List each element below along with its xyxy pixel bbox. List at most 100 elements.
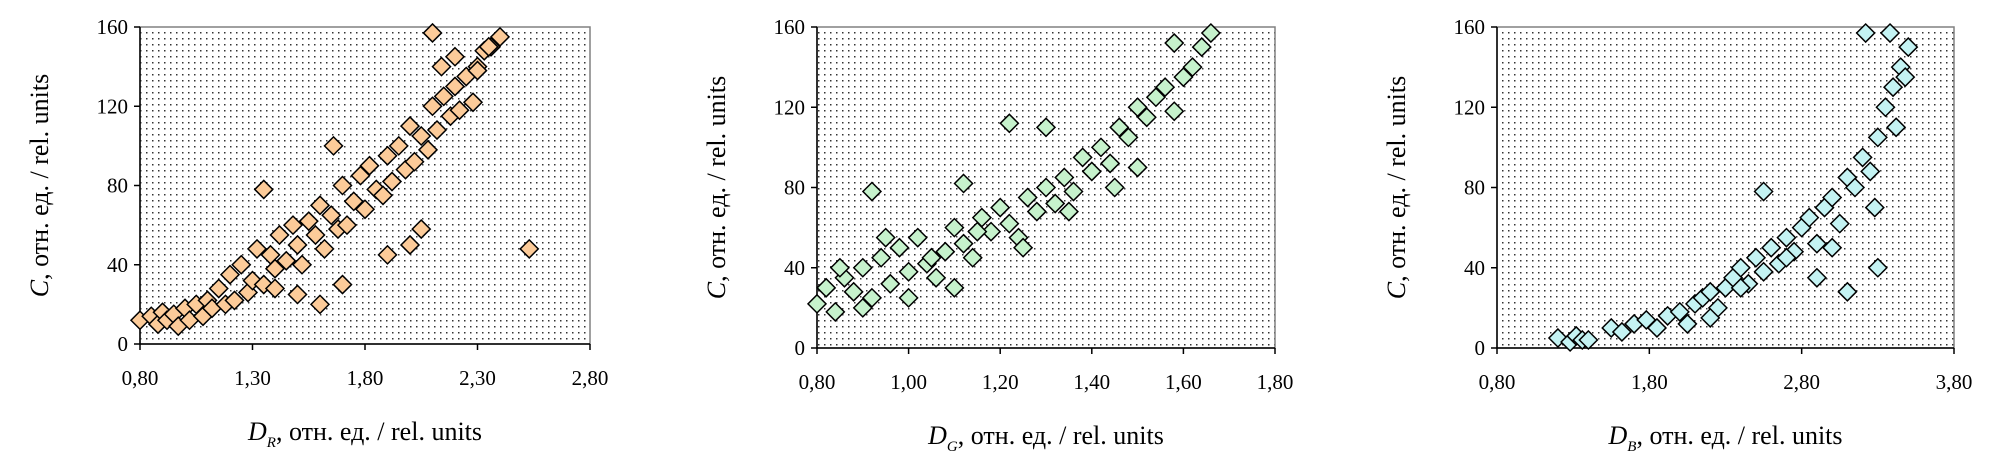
data-point bbox=[1783, 241, 1805, 262]
x-tick-label: 0,80 bbox=[799, 370, 836, 394]
data-point bbox=[875, 227, 896, 248]
data-point bbox=[1127, 97, 1148, 118]
data-point bbox=[861, 181, 883, 202]
x-tick-label: 2,80 bbox=[1783, 370, 1820, 394]
data-point bbox=[1611, 321, 1632, 343]
chart-panel-2: 0 40 80 120 160 0,80 1,00 1,20 1,40 1,60 1,80 C, от… bbox=[702, 15, 1293, 455]
data-point bbox=[1677, 313, 1698, 334]
data-point bbox=[829, 257, 850, 278]
x-axis-label: DG, отн. ед. / rel. units bbox=[927, 421, 1164, 455]
data-point bbox=[224, 290, 245, 311]
y-tick-label: 160 bbox=[1454, 15, 1486, 39]
data-point bbox=[1045, 193, 1066, 214]
data-point bbox=[1109, 117, 1130, 138]
y-axis-label: C, отн. ед. / rel. units bbox=[25, 74, 54, 297]
y-tick-label: 160 bbox=[97, 15, 129, 39]
data-point bbox=[287, 234, 308, 255]
y-tick-label: 0 bbox=[118, 332, 129, 356]
x-tick-label: 2,30 bbox=[459, 366, 496, 390]
y-axis-label: C, отн. ед. / rel. units bbox=[702, 76, 731, 299]
data-point bbox=[1090, 137, 1112, 158]
data-point bbox=[944, 277, 965, 298]
data-point bbox=[1806, 233, 1827, 254]
data-point bbox=[1145, 87, 1166, 108]
x-tick-label: 1,30 bbox=[234, 366, 271, 390]
data-point bbox=[1822, 187, 1843, 208]
x-tick-label: 0,80 bbox=[122, 366, 159, 390]
data-point bbox=[519, 238, 540, 259]
data-point bbox=[323, 135, 344, 156]
data-point bbox=[852, 297, 873, 318]
data-point bbox=[1118, 127, 1139, 148]
data-point bbox=[231, 254, 252, 275]
x-tick-label: 3,80 bbox=[1936, 370, 1973, 394]
data-point bbox=[1173, 67, 1194, 88]
data-point bbox=[467, 60, 488, 81]
y-tick-label: 120 bbox=[1454, 95, 1486, 119]
data-point bbox=[388, 135, 409, 156]
data-point bbox=[898, 261, 919, 282]
x-tick-label: 1,60 bbox=[1165, 370, 1202, 394]
chart-panel-3: 0 40 80 120 160 0,80 1,80 2,80 3,80 C, отн. ед. /… bbox=[1382, 15, 1972, 455]
x-tick-label: 1,40 bbox=[1073, 370, 1110, 394]
data-point bbox=[852, 257, 873, 278]
y-tick-label: 120 bbox=[97, 94, 129, 118]
data-point bbox=[478, 36, 499, 57]
data-point bbox=[287, 284, 308, 305]
data-point bbox=[411, 219, 432, 240]
data-point bbox=[253, 179, 274, 200]
data-point bbox=[208, 278, 229, 299]
data-point bbox=[953, 173, 974, 194]
data-point bbox=[1730, 277, 1751, 298]
data-point bbox=[898, 287, 919, 308]
y-tick-label: 120 bbox=[774, 95, 806, 119]
data-point bbox=[309, 195, 331, 216]
data-point bbox=[264, 278, 286, 299]
data-point bbox=[431, 56, 452, 77]
data-point bbox=[246, 238, 268, 259]
data-point bbox=[962, 247, 983, 268]
data-point bbox=[1578, 329, 1599, 351]
data-point bbox=[1864, 197, 1885, 218]
data-point bbox=[926, 267, 947, 288]
data-point bbox=[1100, 153, 1121, 174]
data-point bbox=[1886, 117, 1907, 138]
data-point bbox=[1200, 22, 1221, 44]
data-point bbox=[354, 199, 376, 220]
data-point bbox=[1753, 261, 1774, 282]
data-point bbox=[816, 277, 837, 298]
data-point bbox=[321, 205, 342, 226]
y-tick-label: 80 bbox=[784, 176, 805, 200]
y-tick-label: 40 bbox=[1464, 256, 1485, 280]
data-point bbox=[291, 254, 313, 275]
data-point bbox=[269, 224, 290, 246]
y-tick-label: 0 bbox=[1475, 336, 1486, 360]
data-point bbox=[1898, 37, 1919, 58]
data-point bbox=[999, 113, 1020, 134]
data-point bbox=[1799, 207, 1820, 228]
data-point bbox=[1761, 237, 1782, 258]
data-point bbox=[309, 294, 331, 315]
data-point bbox=[1026, 201, 1047, 222]
data-point bbox=[1669, 301, 1690, 322]
data-point bbox=[276, 250, 297, 271]
data-point bbox=[944, 217, 965, 238]
x-tick-label: 1,80 bbox=[1631, 370, 1668, 394]
data-point bbox=[377, 145, 398, 166]
data-point bbox=[1730, 257, 1751, 278]
data-point bbox=[359, 155, 380, 176]
data-point bbox=[1867, 257, 1888, 278]
data-point bbox=[990, 197, 1011, 218]
data-point bbox=[935, 241, 956, 262]
data-point bbox=[1081, 161, 1102, 182]
data-point bbox=[422, 22, 443, 44]
y-tick-label: 80 bbox=[1464, 176, 1485, 200]
data-point bbox=[1700, 281, 1721, 302]
data-point bbox=[1837, 281, 1858, 302]
y-tick-label: 160 bbox=[774, 15, 806, 39]
data-point bbox=[967, 221, 988, 242]
data-point bbox=[372, 185, 394, 206]
data-point bbox=[305, 224, 326, 246]
data-point bbox=[314, 238, 335, 259]
